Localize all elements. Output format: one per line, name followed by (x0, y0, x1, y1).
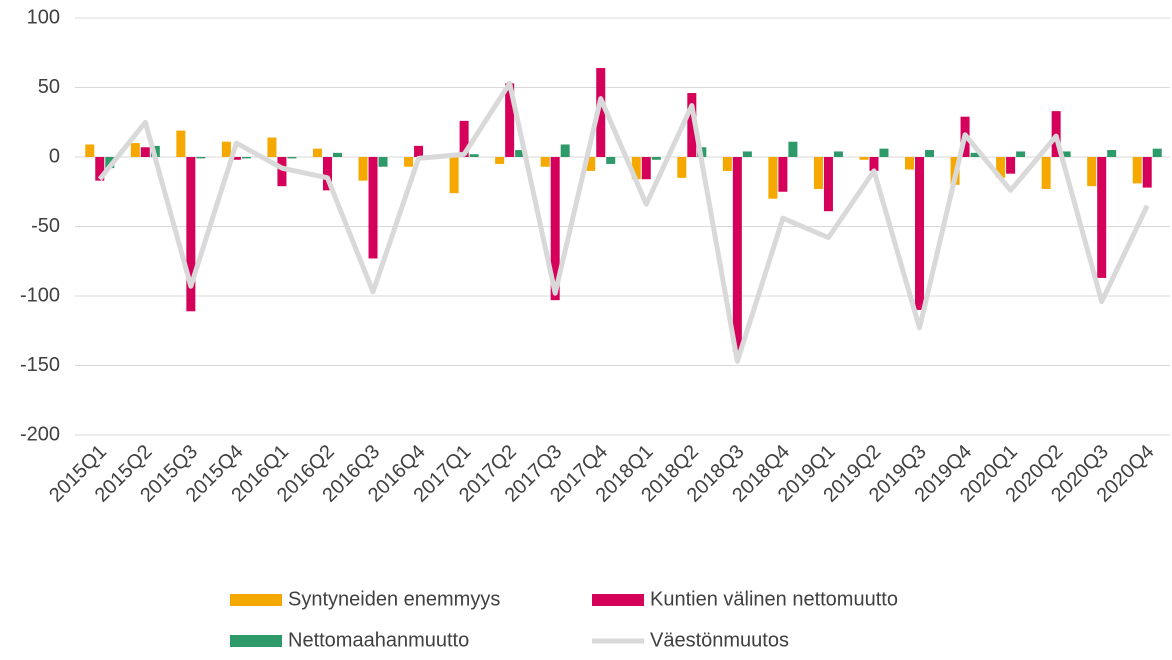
bar (105, 157, 115, 169)
bar (1097, 157, 1107, 278)
bar (833, 151, 843, 157)
bar (687, 93, 697, 157)
bar (196, 157, 206, 159)
line (97, 80, 1150, 364)
y-tick-label: -100 (20, 284, 60, 306)
bar (742, 151, 752, 157)
bar (550, 157, 560, 301)
bar (404, 157, 414, 167)
bar (1132, 157, 1142, 184)
bar (925, 150, 935, 157)
bar (823, 157, 833, 212)
bar (859, 157, 869, 160)
bar (186, 157, 196, 312)
bar (813, 157, 823, 189)
bar (459, 120, 469, 157)
bar (1152, 148, 1162, 157)
bar (596, 68, 606, 157)
bar (277, 157, 287, 187)
bar (778, 157, 788, 192)
bar (358, 157, 368, 181)
bar (449, 157, 459, 194)
bar (287, 157, 297, 159)
bar (495, 157, 505, 164)
bar (788, 141, 798, 157)
legend-label: Syntyneiden enemmyys (288, 588, 500, 610)
legend-swatch (230, 594, 282, 606)
bar (414, 145, 424, 157)
bar (586, 157, 596, 171)
bar (970, 152, 980, 157)
bar (95, 157, 105, 181)
bar (879, 148, 889, 157)
bar (641, 157, 651, 180)
legend-label: Kuntien välinen nettomuutto (650, 588, 898, 610)
y-tick-label: 50 (38, 76, 60, 98)
bar (267, 137, 277, 157)
bar (651, 157, 661, 160)
bar (85, 144, 95, 157)
bar (1107, 150, 1117, 157)
legend-label: Nettomaahanmuutto (288, 629, 469, 651)
legend-label: Väestönmuutos (650, 629, 789, 651)
bar (1142, 157, 1152, 188)
bar (905, 157, 915, 170)
bar (312, 148, 322, 157)
bar (241, 157, 251, 159)
bar (869, 157, 879, 171)
bar (221, 141, 231, 157)
legend-swatch (592, 594, 644, 606)
bar (332, 152, 342, 157)
bar (1041, 157, 1051, 189)
bar (176, 130, 186, 157)
bar (1061, 151, 1071, 157)
y-tick-label: 100 (27, 6, 60, 28)
bar (915, 157, 925, 310)
bar (378, 157, 388, 167)
y-tick-label: -150 (20, 354, 60, 376)
legend-swatch (230, 635, 282, 647)
bar (515, 150, 525, 157)
y-tick-label: -50 (31, 215, 60, 237)
bar (469, 154, 479, 157)
bar (368, 157, 378, 259)
bar (231, 157, 241, 160)
bar (560, 144, 570, 157)
bar (130, 143, 140, 157)
bar (1006, 157, 1016, 174)
bar (1087, 157, 1097, 187)
bar (722, 157, 732, 171)
y-tick-label: -200 (20, 423, 60, 445)
bar (505, 83, 515, 157)
bar (677, 157, 687, 178)
bar (322, 157, 332, 191)
bar (1016, 151, 1026, 157)
bar (732, 157, 742, 352)
bar (540, 157, 550, 167)
bar (606, 157, 616, 164)
bar (631, 157, 641, 180)
bar (768, 157, 778, 199)
bar (140, 147, 150, 157)
y-tick-label: 0 (49, 145, 60, 167)
bar (996, 157, 1006, 178)
